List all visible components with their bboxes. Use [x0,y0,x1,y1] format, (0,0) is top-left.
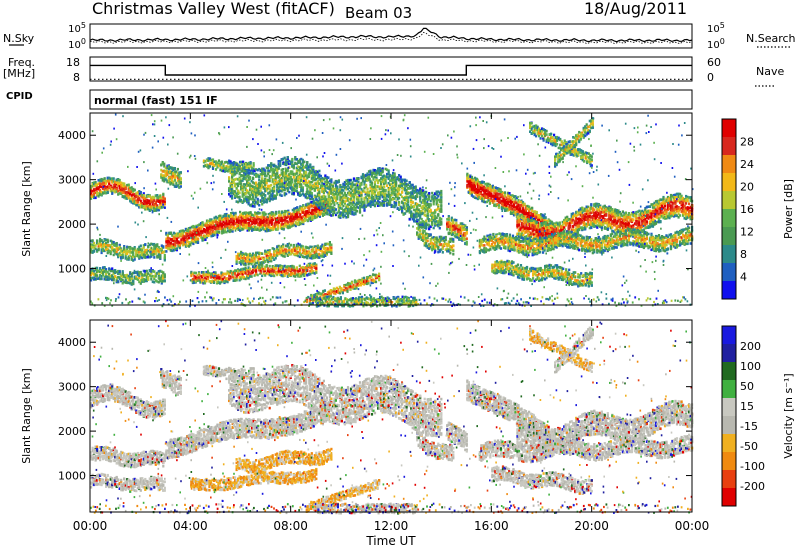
freq-tick-left-bottom: 8 [73,71,80,84]
xtick-label-3: 12:00 [374,519,409,533]
frequency-panel: 18 8 60 0 [66,56,721,84]
velocity-colorbar-swatch-4 [722,398,736,417]
velocity-colorbar-label: Velocity [m s⁻¹] [782,373,795,458]
freq-tick-left-top: 18 [66,56,80,69]
velocity-colorbar-swatch-6 [722,434,736,453]
xtick-label-0: 00:00 [73,519,108,533]
power-colorbar-swatch-4 [722,191,736,210]
power-colorbar: 28 24 20 16 12 8 4 Power [dB] [722,119,795,300]
velocity-colorbar-tick-4: -15 [740,420,758,433]
power-colorbar-tick-5: 8 [740,248,747,261]
xtick-label-5: 20:00 [574,519,609,533]
power-colorbar-tick-4: 12 [740,226,754,239]
power-colorbar-swatch-2 [722,155,736,174]
xtick-label-2: 08:00 [273,519,308,533]
velocity-colorbar-swatch-1 [722,344,736,363]
velocity-colorbar-swatch-3 [722,380,736,399]
noise-panel: 105 100 105 100 [68,21,725,51]
power-colorbar-swatch-6 [722,227,736,246]
power-ytick-label-2: 3000 [58,174,86,187]
freq-label-line2: [MHz] [3,67,35,80]
velocity-colorbar-swatch-9 [722,488,736,507]
mode-label: normal (fast) 151 IF [94,94,218,107]
velocity-colorbar-swatch-5 [722,416,736,435]
power-colorbar-swatch-8 [722,263,736,282]
xtick-label-1: 04:00 [173,519,208,533]
power-colorbar-swatch-3 [722,173,736,192]
freq-tick-right-top: 60 [707,56,721,69]
power-colorbar-tick-0: 28 [740,136,754,149]
radar-summary-plot: Christmas Valley West (fitACF) Beam 03 1… [0,0,800,554]
noise-series-nsearch [90,32,692,43]
power-colorbar-swatch-5 [722,209,736,228]
velocity-colorbar-tick-0: 200 [740,340,761,353]
power-colorbar-tick-1: 24 [740,158,754,171]
power-ylabel: Slant Range [km] [20,161,33,257]
velocity-colorbar-tick-6: -100 [740,460,765,473]
velocity-colorbar-tick-7: -200 [740,480,765,493]
power-ytick-label-1: 2000 [58,218,86,231]
velocity-ytick-label-1: 2000 [58,425,86,438]
velocity-colorbar-swatch-2 [722,362,736,381]
noise-tick-right-bottom: 100 [707,37,725,51]
velocity-colorbar: 200 100 50 15 -15 -50 -100 -200 Velocity [m s⁻¹] [722,326,795,507]
velocity-colorbar-tick-2: 50 [740,380,754,393]
velocity-colorbar-tick-5: -50 [740,440,758,453]
date-label: 18/Aug/2011 [584,0,687,18]
velocity-ytick-label-0: 1000 [58,470,86,483]
xtick-label-6: 00:00 [675,519,710,533]
noise-tick-left-top: 105 [68,21,86,35]
velocity-colorbar-tick-1: 100 [740,360,761,373]
nave-label: Nave [756,65,784,78]
velocity-colorbar-swatch-8 [722,470,736,489]
station-title: Christmas Valley West (fitACF) [92,0,335,18]
power-colorbar-swatch-9 [722,281,736,300]
power-ytick-label-3: 4000 [58,129,86,142]
cpid-label: CPID [6,91,33,102]
power-colorbar-tick-6: 4 [740,271,747,284]
power-ytick-label-0: 1000 [58,263,86,276]
power-colorbar-swatch-0 [722,119,736,138]
nsky-label: N.Sky [3,32,35,45]
x-axis-label: Time UT [365,534,416,548]
noise-tick-right-top: 105 [707,21,725,35]
power-colorbar-swatch-1 [722,137,736,156]
freq-tick-right-bottom: 0 [707,71,714,84]
beam-label: Beam 03 [345,4,412,22]
power-colorbar-label: Power [dB] [782,179,795,239]
velocity-ytick-label-3: 4000 [58,336,86,349]
power-colorbar-tick-2: 20 [740,181,754,194]
velocity-colorbar-swatch-7 [722,452,736,471]
power-colorbar-tick-3: 16 [740,203,754,216]
x-axis: 00:00 04:00 08:00 12:00 16:00 20:00 00:00 Time … [73,519,710,548]
velocity-colorbar-swatch-0 [722,326,736,345]
power-colorbar-swatch-7 [722,245,736,264]
velocity-ytick-label-2: 3000 [58,381,86,394]
nsearch-label: N.Search [746,32,796,45]
noise-series-nsky [90,28,692,41]
velocity-panel: 1000 2000 3000 4000 Slant Range [km] [20,320,693,515]
xtick-label-4: 16:00 [474,519,509,533]
velocity-colorbar-tick-3: 15 [740,400,754,413]
frequency-frame [90,57,692,81]
power-panel: 1000 2000 3000 4000 Slant Range [km] [20,113,694,308]
frequency-series-freq [90,65,692,75]
noise-tick-left-bottom: 100 [68,37,86,51]
velocity-ylabel: Slant Range [km] [20,368,33,464]
